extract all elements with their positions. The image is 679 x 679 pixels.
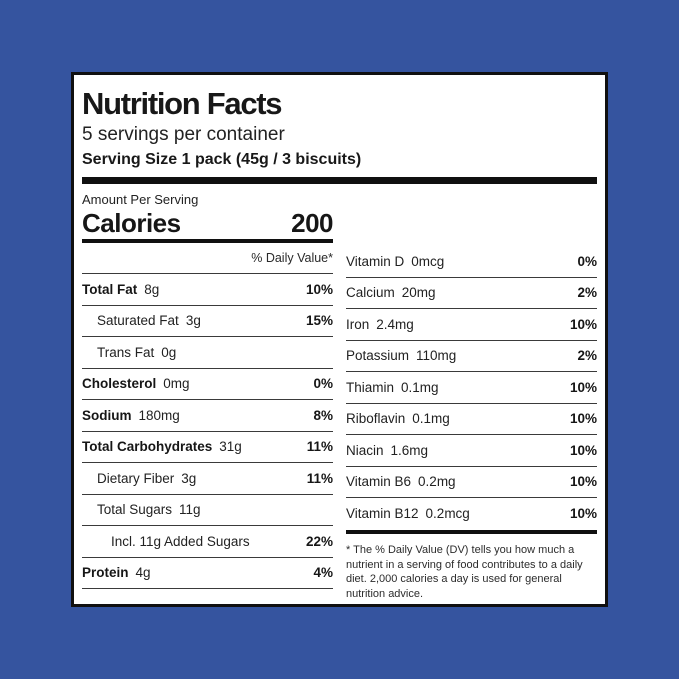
right-column-spacer [346, 184, 597, 246]
nutrient-row-trans-fat: Trans Fat 0g [82, 337, 333, 369]
daily-value-footnote: * The % Daily Value (DV) tells you how m… [346, 544, 583, 600]
daily-value-header: % Daily Value* [82, 243, 333, 274]
nutrient-row-added-sugars: Incl. 11g Added Sugars 22% [82, 526, 333, 558]
nutrient-row-niacin: Niacin 1.6mg 10% [346, 435, 597, 467]
servings-per-container: 5 servings per container [82, 124, 285, 145]
nutrient-row-protein: Protein 4g 4% [82, 558, 333, 589]
nutrient-row-potassium: Potassium 110mg 2% [346, 341, 597, 372]
nutrient-row-vitamin-b12: Vitamin B12 0.2mcg 10% [346, 506, 597, 522]
thick-divider-top [82, 177, 597, 184]
calories-divider [82, 239, 333, 243]
nutrient-row-calcium: Calcium 20mg 2% [346, 278, 597, 309]
nutrient-row-sodium: Sodium 180mg 8% [82, 400, 333, 432]
nutrient-row-dietary-fiber: Dietary Fiber 3g 11% [82, 463, 333, 495]
nutrient-row-vitamin-d: Vitamin D 0mcg 0% [346, 246, 597, 278]
left-column: Amount Per Serving Calories 200 % Daily … [82, 184, 333, 601]
nutrient-row-iron: Iron 2.4mg 10% [346, 309, 597, 341]
label-title: Nutrition Facts [82, 86, 283, 121]
right-column: Vitamin D 0mcg 0% Calcium 20mg 2% Iron 2.4m… [346, 184, 597, 601]
nutrient-row-thiamin: Thiamin 0.1mg 10% [346, 372, 597, 404]
calories-label: Calories [82, 208, 181, 238]
thick-divider-bottom [346, 529, 597, 534]
amount-per-serving-label: Amount Per Serving [82, 192, 199, 207]
nutrient-row-riboflavin: Riboflavin 0.1mg 10% [346, 404, 597, 435]
calories-row: Calories 200 [82, 208, 333, 239]
nutrient-row-cholesterol: Cholesterol 0mg 0% [82, 369, 333, 400]
nutrient-columns: Amount Per Serving Calories 200 % Daily … [82, 184, 597, 601]
calories-value: 200 [291, 208, 333, 238]
nutrient-row-total-fat: Total Fat 8g 10% [82, 274, 333, 306]
nutrient-row-total-sugars: Total Sugars 11g [82, 495, 333, 526]
nutrition-facts-panel: Nutrition Facts 5 servings per container… [71, 72, 608, 607]
nutrient-row-saturated-fat: Saturated Fat 3g 15% [82, 306, 333, 337]
serving-size: Serving Size 1 pack (45g / 3 biscuits) [82, 151, 362, 168]
nutrient-row-vitamin-b6: Vitamin B6 0.2mg 10% [346, 467, 597, 498]
nutrient-row-total-carbohydrates: Total Carbohydrates 31g 11% [82, 432, 333, 463]
